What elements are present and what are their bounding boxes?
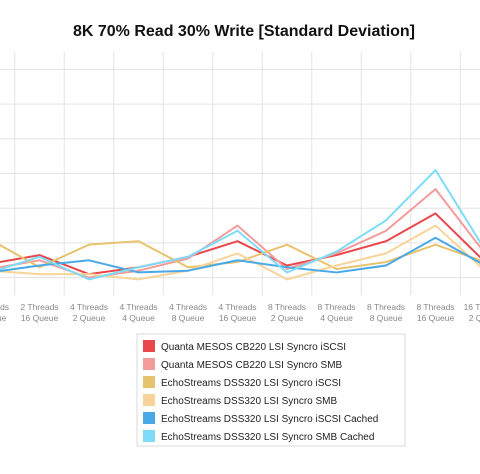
x-tick-label: 16 Queue [219, 313, 257, 323]
legend: Quanta MESOS CB220 LSI Syncro iSCSI Quant… [136, 333, 406, 447]
legend-label: EchoStreams DSS320 LSI Syncro iSCSI [161, 378, 341, 389]
legend-swatch [143, 358, 155, 370]
x-tick-label: 4 Threads [218, 302, 256, 312]
series-line [0, 224, 480, 281]
legend-label: Quanta MESOS CB220 LSI Syncro iSCSI [161, 342, 346, 353]
x-tick-label: 16 Queue [417, 313, 455, 323]
x-tick-label: 4 Queue [122, 313, 155, 323]
x-tick-label: 2 Queue [469, 313, 480, 323]
legend-label: EchoStreams DSS320 LSI Syncro iSCSI Cach… [161, 414, 378, 425]
chart-title: 8K 70% Read 30% Write [Standard Deviatio… [73, 23, 415, 40]
series-line [0, 212, 480, 276]
legend-swatch [143, 394, 155, 406]
x-tick-label: 2 Threads [20, 302, 58, 312]
x-tick-label: 2 Queue [271, 313, 304, 323]
x-tick-label: 4 Threads [119, 302, 157, 312]
x-tick-label: 8 Threads [367, 302, 405, 312]
legend-label: EchoStreams DSS320 LSI Syncro SMB Cached [161, 432, 374, 443]
x-tick-label: 16 Queue [21, 313, 59, 323]
legend-swatch [143, 340, 155, 352]
legend-items: Quanta MESOS CB220 LSI Syncro iSCSI Quant… [143, 340, 378, 443]
x-tick-label: 4 Threads [70, 302, 108, 312]
series-line [0, 169, 480, 281]
legend-swatch [143, 376, 155, 388]
legend-swatch [143, 430, 155, 442]
gridlines [0, 52, 480, 295]
x-tick-label: 4 Threads [169, 302, 207, 312]
x-tick-label: 8 Queue [370, 313, 403, 323]
x-tick-label: 8 Threads [268, 302, 306, 312]
legend-label: Quanta MESOS CB220 LSI Syncro SMB [161, 360, 343, 371]
x-tick-label: 8 Queue [172, 313, 205, 323]
x-tick-label: 2 Threads [0, 302, 9, 312]
legend-box [136, 333, 406, 447]
x-tick-label: 4 Queue [320, 313, 353, 323]
series-lines [0, 169, 480, 281]
x-tick-label: 16 Threads [464, 302, 480, 312]
legend-label: EchoStreams DSS320 LSI Syncro SMB [161, 396, 338, 407]
x-tick-label: 2 Queue [73, 313, 106, 323]
x-tick-label: 8 Threads [416, 302, 454, 312]
x-tick-label: 8 Threads [317, 302, 355, 312]
x-tick-label: 8 Queue [0, 313, 7, 323]
legend-swatch [143, 412, 155, 424]
series-line [0, 236, 480, 274]
